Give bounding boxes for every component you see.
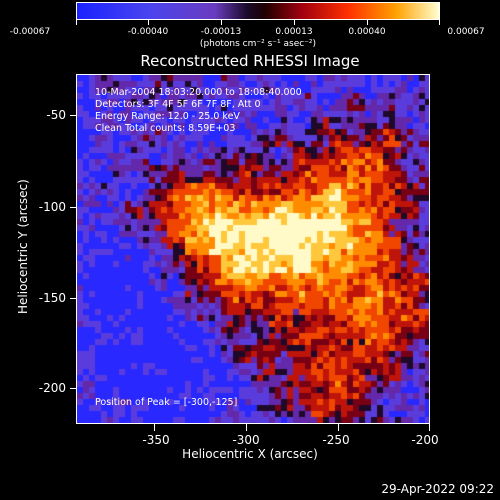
image-plot: 10-Mar-2004 18:03:20.000 to 18:08:40.000… — [76, 74, 430, 424]
peak-position: Position of Peak = [-300,-125] — [95, 397, 238, 408]
info-detectors: Detectors: 3F 4F 5F 6F 7F 8F, Att 0 — [95, 99, 261, 110]
y-tick — [70, 298, 77, 299]
colorbar-tick-label: 0.00067 — [447, 27, 485, 37]
colorbar — [76, 2, 440, 20]
y-tick — [70, 207, 77, 208]
y-axis-title: Heliocentric Y (arcsec) — [16, 179, 30, 314]
heatmap-image — [77, 75, 429, 423]
colorbar-tick — [76, 20, 77, 25]
colorbar-tick-label: -0.00013 — [200, 27, 242, 37]
colorbar-tick — [148, 20, 149, 25]
y-tick — [70, 115, 77, 116]
x-tick — [338, 424, 339, 431]
timestamp: 29-Apr-2022 09:22 — [381, 482, 494, 496]
x-tick — [154, 424, 155, 431]
y-tick-label: -100 — [38, 200, 66, 214]
x-tick-label: -250 — [322, 433, 350, 447]
x-tick-label: -350 — [142, 433, 170, 447]
colorbar-tick-label: 0.00013 — [275, 27, 313, 37]
plot-title: Reconstructed RHESSI Image — [140, 52, 360, 70]
colorbar-tick — [221, 20, 222, 25]
info-energy-range: Energy Range: 12.0 - 25.0 keV — [95, 111, 240, 122]
colorbar-tick-label: -0.00067 — [9, 27, 51, 37]
colorbar-units: (photons cm⁻² s⁻¹ asec⁻²) — [199, 39, 317, 49]
colorbar-tick-label: -0.00040 — [127, 27, 169, 37]
x-tick — [246, 424, 247, 431]
x-axis-title: Heliocentric X (arcsec) — [182, 447, 318, 461]
y-tick-label: -150 — [38, 291, 66, 305]
colorbar-tick — [367, 20, 368, 25]
x-tick — [429, 424, 430, 431]
y-tick-label: -200 — [38, 381, 66, 395]
info-time-range: 10-Mar-2004 18:03:20.000 to 18:08:40.000 — [95, 87, 302, 98]
x-tick-label: -300 — [232, 433, 260, 447]
colorbar-tick — [294, 20, 295, 25]
y-tick — [70, 388, 77, 389]
info-total-counts: Clean Total counts: 8.59E+03 — [95, 123, 236, 134]
x-tick-label: -200 — [411, 433, 439, 447]
y-tick-label: -50 — [46, 108, 66, 122]
colorbar-tick — [439, 20, 440, 25]
colorbar-tick-label: 0.00040 — [348, 27, 386, 37]
